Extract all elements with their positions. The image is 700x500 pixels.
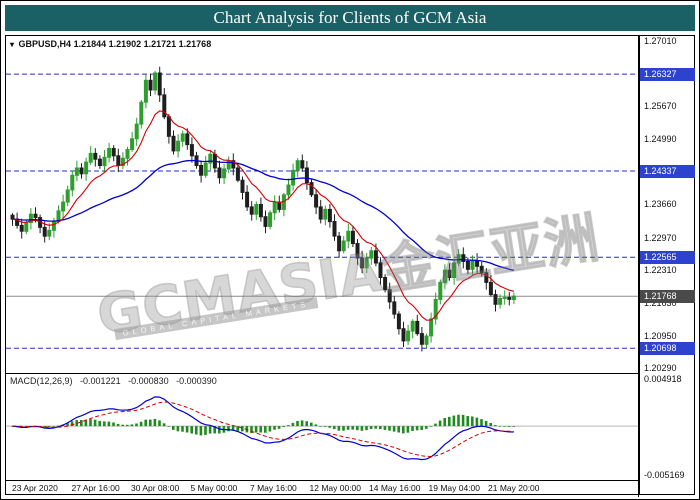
price-chart-panel[interactable]: ▾ GBPUSD,H4 1.21844 1.21902 1.21721 1.21…	[6, 36, 639, 373]
price-tick-label: 1.23660	[644, 199, 677, 209]
time-axis-label: 14 May 16:00	[369, 483, 421, 493]
price-chart-canvas[interactable]	[6, 36, 638, 373]
macd-indicator-panel[interactable]: MACD(12,26,9) -0.001221 -0.000830 -0.000…	[6, 373, 639, 481]
time-axis-label: 7 May 16:00	[250, 483, 297, 493]
price-tick-label: 1.21630	[644, 297, 677, 308]
macd-main-value: -0.000830	[128, 376, 169, 386]
ohlc-values: 1.21844 1.21902 1.21721 1.21768	[73, 39, 212, 49]
price-tick-label: 1.22970	[644, 232, 677, 243]
macd-tick-label: -0.005169	[644, 470, 685, 481]
chart-frame: ▾ GBPUSD,H4 1.21844 1.21902 1.21721 1.21…	[5, 35, 695, 497]
macd-histogram-value: -0.001221	[80, 376, 121, 386]
macd-signal-value: -0.000390	[176, 376, 217, 386]
price-level-badge: 1.22565	[640, 250, 695, 264]
macd-label-row: MACD(12,26,9) -0.001221 -0.000830 -0.000…	[10, 376, 222, 386]
price-level-badge: 1.24337	[640, 164, 695, 178]
current-price-badge: 1.21768	[640, 289, 695, 303]
title-bar: Chart Analysis for Clients of GCM Asia	[5, 5, 695, 31]
time-axis-label: 30 Apr 08:00	[131, 483, 180, 493]
price-tick-label: 1.20290	[644, 363, 677, 374]
price-tick-label: 1.20950	[644, 330, 677, 341]
price-tick-label: 1.25670	[644, 101, 677, 112]
price-tick-label: 1.22310	[644, 264, 677, 275]
price-level-badge: 1.26327	[640, 67, 695, 81]
time-axis-label: 21 May 20:00	[488, 483, 540, 493]
macd-indicator-label: MACD(12,26,9)	[10, 376, 73, 386]
title-text: Chart Analysis for Clients of GCM Asia	[213, 8, 487, 27]
time-axis-label: 23 Apr 2020	[12, 483, 58, 493]
symbol-label: GBPUSD,H4	[18, 39, 72, 49]
price-tick-label: 1.24990	[644, 134, 677, 145]
price-level-badge: 1.20698	[640, 341, 695, 355]
macd-chart-canvas[interactable]	[6, 374, 638, 481]
time-axis-label: 12 May 00:00	[309, 483, 362, 493]
price-axis[interactable]: 1.27010 1.25670 1.24990 1.23660 1.22970 1.223…	[639, 35, 695, 494]
macd-tick-label: 0.004918	[644, 374, 682, 385]
time-axis-label: 27 Apr 16:00	[71, 483, 120, 493]
price-tick-label: 1.27010	[644, 35, 677, 46]
symbol-ohlc-row: ▾ GBPUSD,H4 1.21844 1.21902 1.21721 1.21…	[10, 39, 211, 49]
time-axis-label: 5 May 00:00	[190, 483, 238, 493]
time-axis-label: 19 May 04:00	[428, 483, 481, 493]
chevron-down-icon[interactable]: ▾	[10, 40, 15, 49]
time-axis[interactable]: 23 Apr 2020 27 Apr 16:00 30 Apr 08:00 5 May…	[6, 480, 639, 497]
